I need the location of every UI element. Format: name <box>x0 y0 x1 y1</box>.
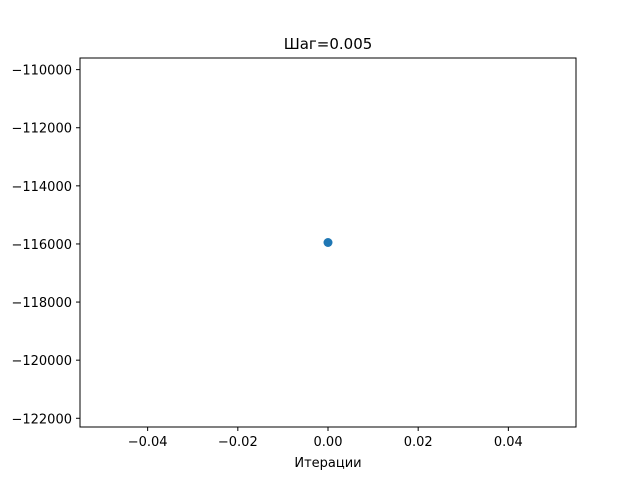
y-tick-label: −112000 <box>11 122 72 137</box>
x-axis-label: Итерации <box>294 456 361 471</box>
y-axis: −110000 −112000 −114000 −116000 −118000 −1200… <box>11 64 80 427</box>
y-tick-label: −114000 <box>11 180 72 195</box>
data-point <box>323 238 333 247</box>
x-axis: −0.04 −0.02 0.00 0.02 0.04 <box>128 427 523 450</box>
y-tick-label: −118000 <box>11 296 72 311</box>
x-tick-label: 0.00 <box>314 435 343 450</box>
x-tick-label: 0.04 <box>494 435 523 450</box>
y-tick-label: −120000 <box>11 354 72 369</box>
x-tick-label: −0.04 <box>128 435 168 450</box>
y-tick-label: −122000 <box>11 412 72 427</box>
data-points <box>323 238 333 247</box>
y-tick-label: −110000 <box>11 64 72 79</box>
chart-title: Шаг=0.005 <box>284 35 373 53</box>
y-tick-label: −116000 <box>11 238 72 253</box>
x-tick-label: −0.02 <box>218 435 258 450</box>
x-tick-label: 0.02 <box>404 435 433 450</box>
